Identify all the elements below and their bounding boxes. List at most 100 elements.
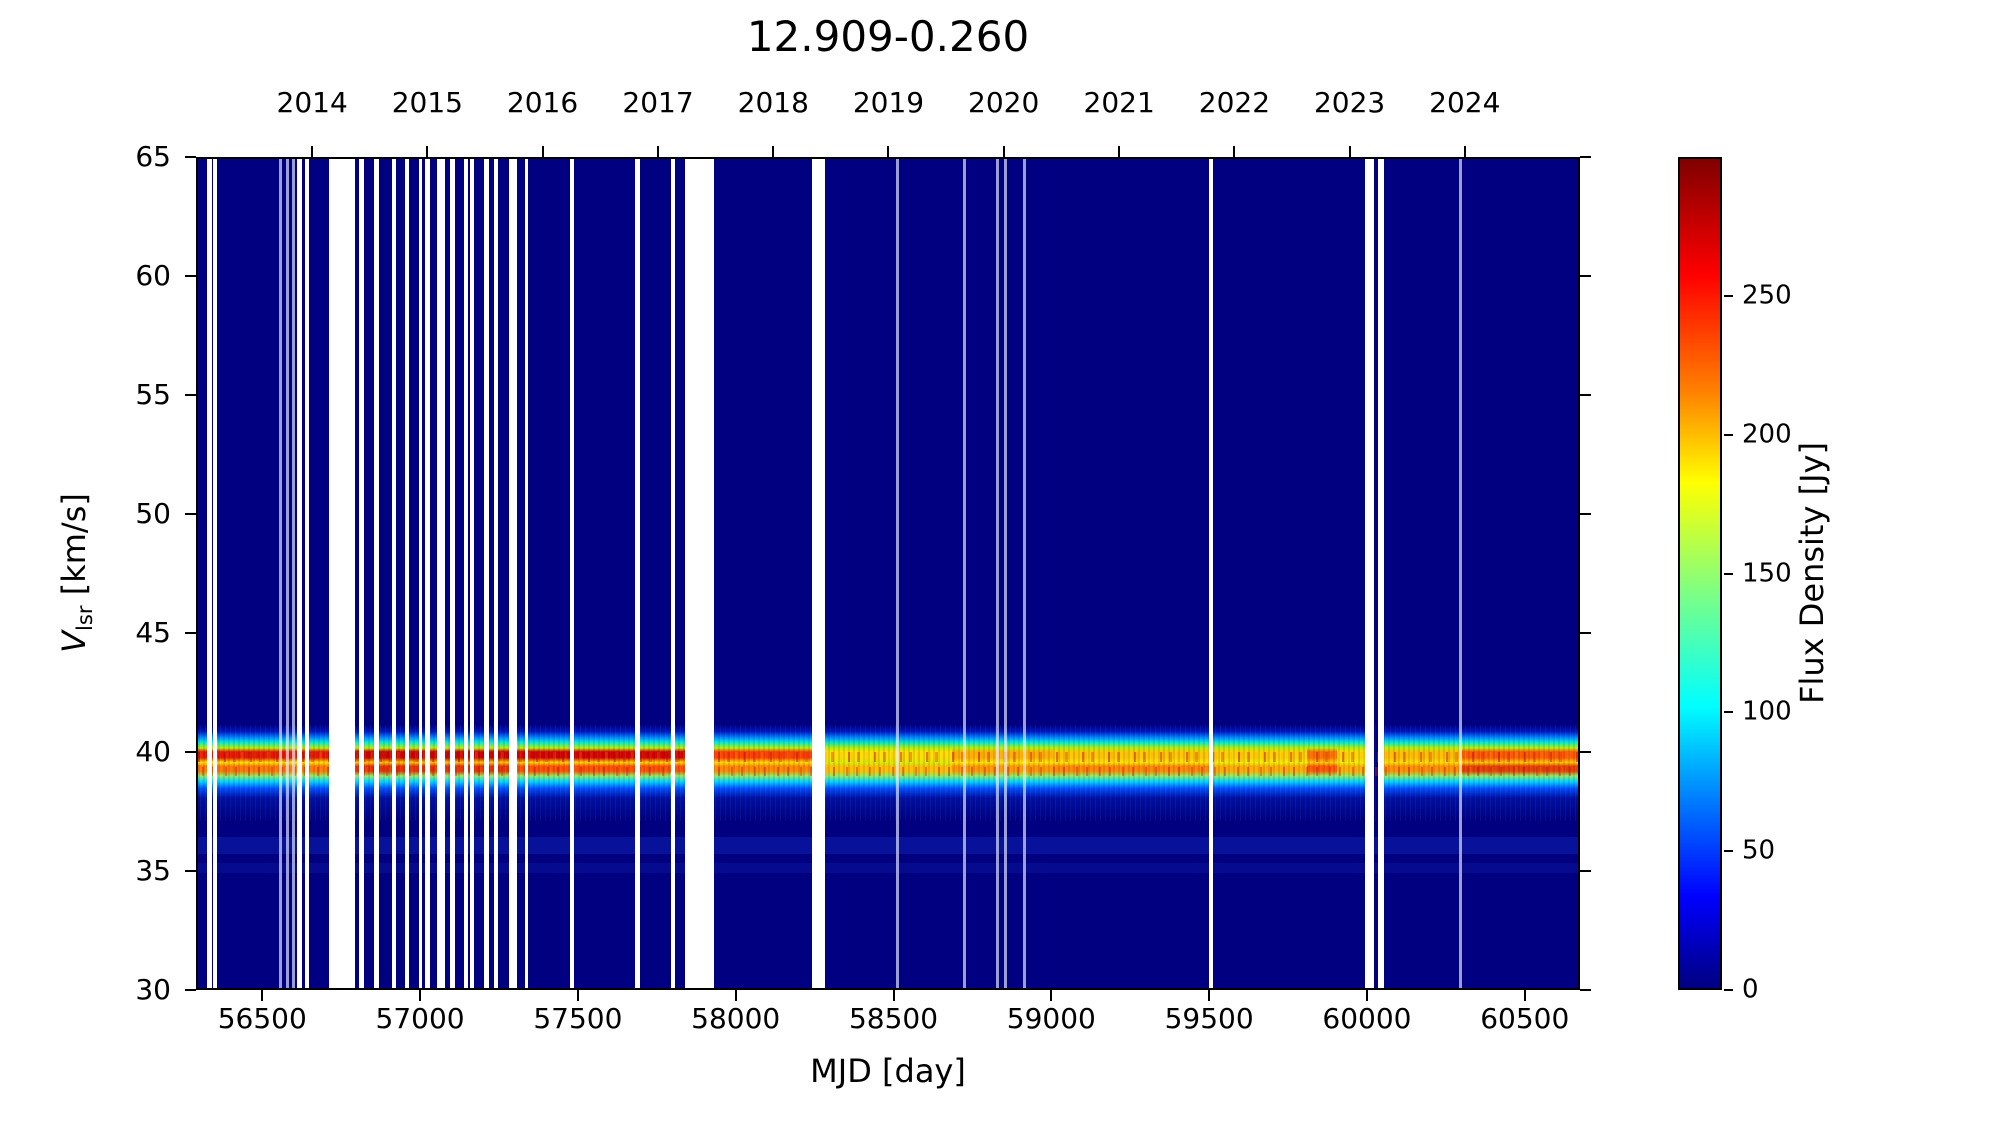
thin-data-gap <box>996 159 1000 988</box>
data-gap <box>328 159 355 988</box>
colorbar-tick-label: 100 <box>1742 696 1792 727</box>
thin-data-gap <box>896 159 900 988</box>
colorbar-tick <box>1724 572 1733 575</box>
emission-band-epoch <box>354 725 509 821</box>
emission-band <box>198 725 1578 821</box>
data-gap <box>449 159 455 988</box>
plot-area <box>196 157 1580 990</box>
y-tick-label: 50 <box>135 496 171 530</box>
colorbar-label: Flux Density [Jy] <box>1793 442 1831 704</box>
data-gap <box>469 159 474 988</box>
y-tick-left <box>185 156 196 158</box>
colorbar-tick <box>1724 989 1733 991</box>
band-speckle-row-lower <box>198 766 1578 776</box>
data-gap <box>212 159 217 988</box>
x-tick-label: 59000 <box>1006 1002 1096 1035</box>
year-tick-label: 2022 <box>1198 86 1271 119</box>
year-tick <box>772 146 775 157</box>
secondary-feature <box>198 863 1578 873</box>
y-tick-left <box>185 394 196 396</box>
data-gap <box>569 159 574 988</box>
data-gap <box>493 159 498 988</box>
year-tick-label: 2018 <box>737 86 809 119</box>
data-gap <box>524 159 529 988</box>
y-tick-right <box>1580 632 1591 634</box>
colorbar-tick <box>1724 711 1733 714</box>
year-tick <box>1463 146 1466 157</box>
emission-band-epoch <box>1213 725 1308 821</box>
data-gap <box>373 159 379 988</box>
y-tick-label: 40 <box>135 734 171 768</box>
x-tick-label: 60000 <box>1322 1002 1412 1035</box>
data-gap <box>404 159 409 988</box>
data-gap <box>508 159 518 988</box>
x-tick-label: 57500 <box>533 1002 623 1035</box>
colorbar-tick <box>1724 433 1733 436</box>
year-tick <box>1348 146 1351 157</box>
colorbar-tick-label: 250 <box>1742 280 1792 311</box>
year-tick <box>541 146 544 157</box>
y-tick-left <box>185 632 196 634</box>
thin-data-gap <box>1004 159 1008 988</box>
emission-band-epoch <box>1462 725 1578 821</box>
x-axis-label: MJD [day] <box>810 1052 966 1090</box>
data-gap <box>634 159 640 988</box>
emission-band-epoch <box>1053 725 1209 821</box>
emission-band-epoch <box>1307 725 1338 821</box>
y-axis-symbol: V <box>54 630 93 653</box>
data-gap <box>296 159 302 988</box>
y-axis-units: [km/s] <box>54 493 93 606</box>
data-gap <box>1208 159 1214 988</box>
y-tick-right <box>1580 870 1591 872</box>
colorbar-tick-label: 200 <box>1742 419 1792 450</box>
year-tick-label: 2014 <box>276 86 348 119</box>
y-tick-label: 55 <box>135 377 171 411</box>
y-tick-label: 30 <box>135 972 171 1006</box>
x-tick <box>892 990 895 1001</box>
data-gap <box>811 159 826 988</box>
year-tick-label: 2016 <box>506 86 579 119</box>
y-tick-label: 35 <box>135 853 171 887</box>
data-gap <box>436 159 446 988</box>
year-tick-label: 2020 <box>968 86 1040 119</box>
year-tick-label: 2019 <box>852 86 925 119</box>
data-gap <box>1364 159 1375 988</box>
emission-band-epoch <box>517 725 685 821</box>
year-tick-label: 2023 <box>1313 86 1386 119</box>
x-tick <box>261 990 264 1001</box>
colorbar-tick <box>1724 850 1733 853</box>
colorbar-tick <box>1724 294 1733 297</box>
colorbar <box>1678 157 1722 990</box>
year-tick-label: 2024 <box>1429 86 1501 119</box>
x-tick <box>1365 990 1368 1001</box>
thin-data-gap <box>963 159 966 988</box>
x-tick <box>576 990 579 1001</box>
y-tick-right <box>1580 156 1591 158</box>
year-tick-label: 2017 <box>622 86 694 119</box>
thin-data-gap <box>286 159 290 988</box>
data-gap <box>418 159 423 988</box>
plot-title: 12.909-0.260 <box>746 12 1030 61</box>
thin-data-gap <box>292 159 296 988</box>
y-tick-right <box>1580 275 1591 277</box>
y-tick-right <box>1580 394 1591 396</box>
emission-band-epoch <box>825 725 953 821</box>
thin-data-gap <box>1022 159 1026 988</box>
band-speckle-row-upper <box>198 752 1578 763</box>
year-tick <box>426 146 429 157</box>
data-gap <box>483 159 489 988</box>
year-tick <box>657 146 660 157</box>
y-tick-right <box>1580 989 1591 991</box>
y-tick-left <box>185 275 196 277</box>
y-tick-left <box>185 751 196 753</box>
x-tick <box>1523 990 1526 1001</box>
colorbar-tick-label: 50 <box>1742 835 1776 866</box>
heatmap-canvas <box>198 159 1578 988</box>
x-tick-label: 57000 <box>375 1002 465 1035</box>
y-tick-label: 65 <box>135 139 171 173</box>
x-tick-label: 59500 <box>1164 1002 1254 1035</box>
x-tick-label: 60500 <box>1480 1002 1570 1035</box>
emission-band-epoch <box>1384 725 1463 821</box>
year-tick <box>1002 146 1005 157</box>
